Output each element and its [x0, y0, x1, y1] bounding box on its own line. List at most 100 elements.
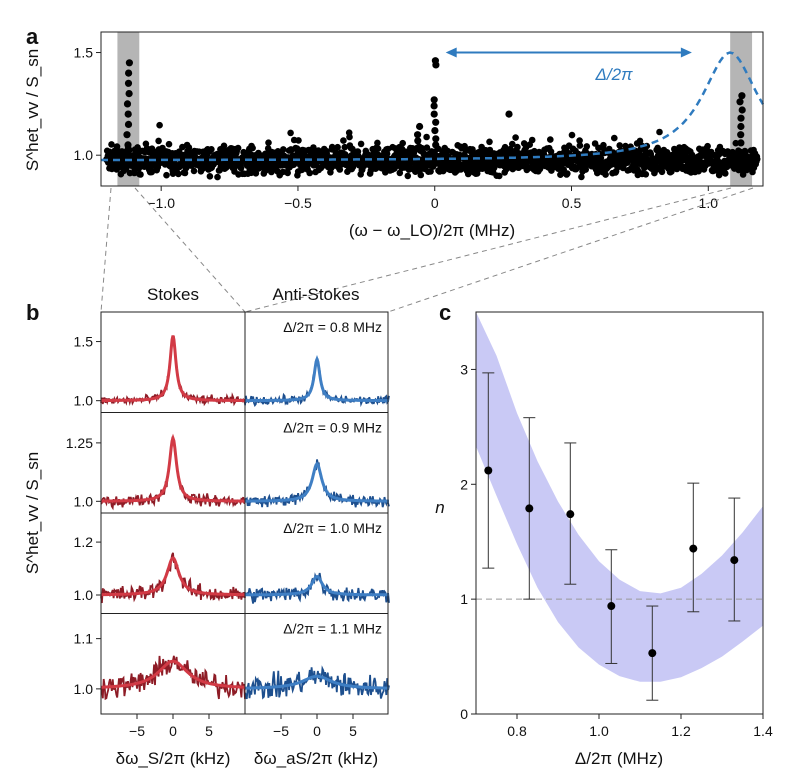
spike-point — [430, 96, 438, 104]
y-axis-label: S^het_vv / S_sn — [23, 452, 42, 574]
data-point — [175, 170, 182, 178]
detuning-label: Δ/2π = 0.9 MHz — [283, 420, 382, 436]
y-tick-label: 1.0 — [74, 587, 94, 603]
x-axis-label: Δ/2π (MHz) — [575, 749, 663, 768]
theory-band — [476, 312, 763, 682]
y-tick-label: 1.1 — [74, 631, 94, 647]
spike-point — [124, 110, 132, 118]
x-tick-label: 1.4 — [753, 723, 773, 739]
data-point — [340, 137, 347, 144]
antistokes-fit-line — [245, 574, 389, 597]
spike-point — [124, 141, 132, 149]
antistokes-raw-line — [244, 665, 390, 700]
data-point — [404, 172, 412, 180]
spike-point — [125, 59, 133, 67]
stokes-raw-line — [100, 436, 246, 511]
data-point — [616, 142, 623, 149]
data-point — [156, 121, 163, 129]
stokes-fit-line — [101, 556, 245, 597]
antistokes-fit-line — [245, 674, 389, 690]
spike-point — [125, 69, 133, 77]
data-point — [249, 144, 256, 152]
y-tick-label: 1 — [460, 591, 468, 607]
model-dashed-curve — [101, 51, 765, 162]
panel-a: −1.0−0.500.51.0 1.01.5 Δ/2π S^het_vv / S… — [23, 31, 765, 240]
spike-point — [125, 90, 133, 98]
antistokes-fit-line — [245, 355, 389, 403]
data-point — [113, 143, 121, 150]
panel-label-c: c — [439, 300, 451, 325]
y-tick-label: 3 — [460, 361, 468, 377]
data-point — [514, 143, 521, 151]
x-tick-label: 1.2 — [671, 723, 691, 739]
data-point — [642, 171, 650, 178]
data-point — [165, 140, 173, 148]
y-tick-label: 2 — [460, 476, 468, 492]
data-point — [214, 173, 221, 181]
data-point — [341, 143, 349, 151]
spike-point — [738, 106, 746, 114]
data-point — [328, 143, 336, 151]
x-tick-label: −1.0 — [147, 195, 175, 211]
data-point — [423, 133, 430, 141]
data-point — [287, 129, 294, 137]
data-point — [365, 152, 373, 159]
spike-point — [414, 131, 422, 139]
spike-point — [416, 122, 424, 131]
data-point — [597, 154, 605, 162]
data-point — [310, 144, 317, 151]
data-point — [137, 171, 144, 178]
panel-c: 0.8 1.0 1.2 1.4 0 1 2 3 n Δ/2π (MHz) — [435, 311, 773, 768]
data-point — [607, 602, 616, 611]
data-point — [252, 170, 260, 177]
x-tick-label: 1.0 — [589, 723, 609, 739]
data-point — [547, 136, 554, 143]
data-point — [486, 138, 493, 146]
data-point — [496, 172, 503, 180]
data-point — [163, 171, 170, 179]
panel-label-a: a — [26, 24, 39, 49]
data-point — [484, 466, 493, 475]
data-points — [103, 57, 761, 181]
data-point — [704, 142, 711, 150]
data-point — [306, 169, 314, 177]
y-tick-label: 1.5 — [74, 334, 94, 350]
data-point — [148, 168, 155, 176]
data-point — [208, 146, 215, 153]
x-tick-label: 0 — [431, 195, 439, 211]
data-point — [656, 128, 663, 136]
data-point — [648, 649, 657, 658]
data-point — [374, 139, 381, 147]
stokes-fit-line — [101, 433, 245, 503]
zoom-guide — [134, 187, 246, 313]
spike-point — [738, 92, 746, 100]
plot-frame — [100, 31, 764, 187]
panel-label-b: b — [26, 300, 39, 325]
zoom-guide — [100, 187, 112, 313]
y-tick-label: 0 — [460, 706, 468, 722]
data-point — [600, 141, 607, 149]
data-point — [722, 170, 729, 177]
data-point — [220, 142, 228, 150]
detuning-label: Δ/2π = 0.8 MHz — [283, 319, 382, 335]
data-point — [566, 510, 575, 519]
data-point — [512, 134, 519, 141]
spike-point — [123, 131, 131, 139]
data-point — [576, 137, 583, 144]
spike-point — [432, 135, 440, 143]
spike-point — [432, 141, 440, 149]
x-tick-label: 5 — [205, 723, 213, 739]
data-point — [234, 144, 242, 152]
data-point — [417, 171, 425, 179]
data-point — [525, 504, 534, 513]
data-point — [284, 169, 292, 177]
data-point — [509, 140, 516, 148]
data-point — [399, 139, 407, 147]
y-tick-label: 1.0 — [74, 681, 94, 697]
data-point — [602, 171, 609, 178]
y-tick-label: 1.25 — [66, 435, 93, 451]
x-tick-label: 5 — [349, 723, 357, 739]
data-point — [730, 556, 739, 565]
spike-point — [737, 114, 745, 122]
data-point — [689, 544, 698, 553]
